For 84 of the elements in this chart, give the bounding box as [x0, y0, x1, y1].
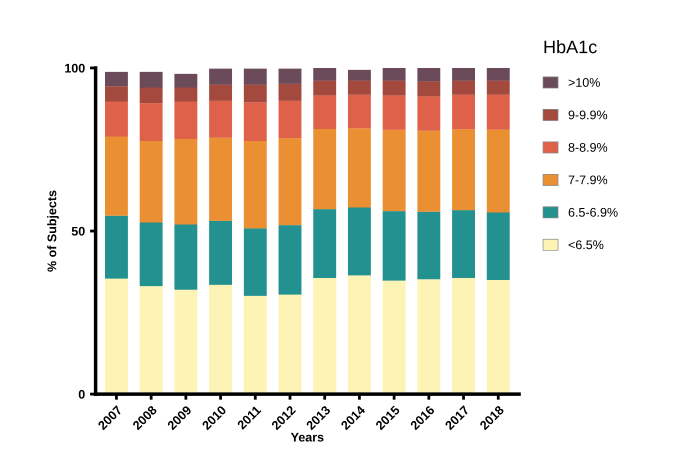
bar [486, 68, 510, 81]
bar [313, 95, 336, 129]
bar [417, 279, 440, 394]
bar [278, 225, 302, 295]
bar [104, 102, 128, 136]
bar [174, 74, 198, 88]
bar [104, 72, 128, 86]
bar [244, 68, 267, 85]
bar [244, 84, 267, 102]
bar [209, 68, 232, 85]
bar [486, 212, 510, 280]
bar [174, 290, 198, 394]
bar [452, 278, 475, 394]
legend-label: <6.5% [568, 240, 604, 250]
legend-title: HbA1c [544, 40, 597, 54]
bar [417, 68, 440, 82]
bar [417, 130, 440, 212]
bar [382, 80, 406, 96]
bar [348, 94, 371, 128]
bar [140, 103, 163, 142]
bar [140, 88, 163, 104]
legend-label: >10% [568, 78, 600, 87]
bar [417, 96, 440, 131]
bar [348, 128, 371, 208]
bar [278, 294, 302, 394]
bar [382, 68, 406, 81]
bar [244, 102, 267, 142]
bar [278, 84, 302, 101]
bar [104, 216, 128, 279]
bar [174, 139, 198, 225]
bar [348, 275, 371, 394]
bar [382, 95, 406, 130]
bar [209, 284, 232, 394]
y-tick-label: 50 [72, 226, 85, 236]
legend-label: 9-9.9% [568, 110, 608, 120]
legend-label: 6.5-6.9% [568, 208, 618, 217]
bar [452, 68, 475, 81]
bar [104, 278, 128, 394]
bar [452, 94, 475, 130]
bar [209, 138, 232, 221]
bar [313, 68, 336, 81]
bar [313, 278, 336, 394]
legend-label: 8-8.9% [568, 142, 608, 152]
bar [313, 128, 336, 210]
bar [452, 80, 475, 95]
bar [486, 94, 510, 130]
bar [174, 102, 198, 140]
bar [244, 141, 267, 228]
bar [140, 72, 163, 88]
bar [348, 208, 371, 276]
bar [209, 84, 232, 101]
bar [348, 80, 371, 95]
y-tick-label: 100 [65, 64, 85, 73]
bar [244, 296, 267, 394]
bar [486, 80, 510, 95]
bar [278, 138, 302, 226]
bar [417, 212, 440, 280]
bar [140, 222, 163, 286]
bar [417, 81, 440, 96]
bar [452, 210, 475, 278]
x-axis-title: Years [290, 432, 324, 442]
y-axis-title: % of Subjects [47, 190, 59, 272]
bar [278, 68, 302, 84]
bar [209, 220, 232, 285]
bar [348, 70, 371, 81]
y-tick-label: 0 [78, 390, 85, 399]
bar [382, 130, 406, 212]
bar [278, 100, 302, 138]
bar [486, 280, 510, 394]
bar [209, 100, 232, 138]
bar [104, 136, 128, 216]
bar [140, 286, 163, 394]
bar [382, 280, 406, 394]
bar [174, 88, 198, 102]
legend-label: 7-7.9% [568, 175, 608, 184]
bar [104, 86, 128, 102]
bar [244, 228, 267, 296]
bar [452, 129, 475, 210]
bar [140, 141, 163, 223]
bar [174, 224, 198, 290]
bar [486, 130, 510, 212]
bar [313, 209, 336, 278]
bar [313, 80, 336, 96]
bar [382, 211, 406, 281]
